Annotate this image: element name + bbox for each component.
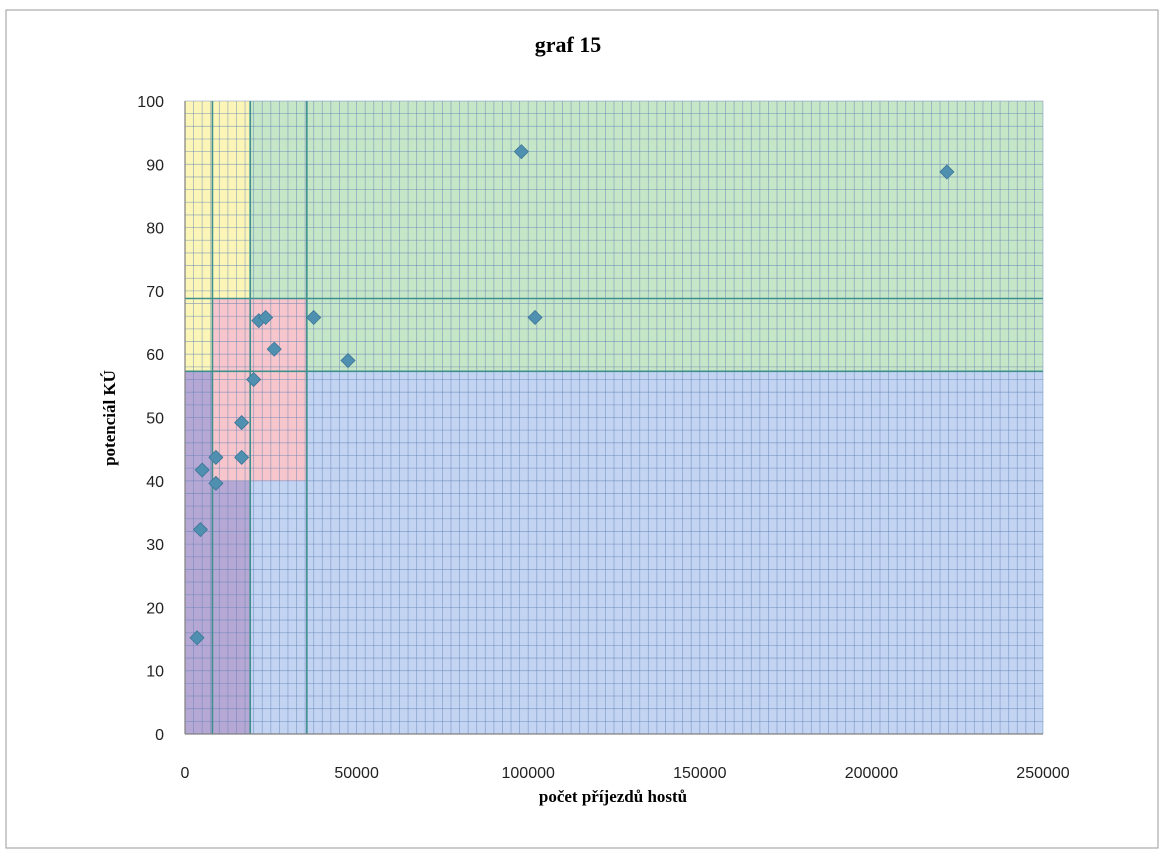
y-tick-label: 50 — [146, 411, 164, 428]
data-point — [189, 630, 205, 646]
data-point — [208, 449, 224, 465]
data-point — [258, 309, 274, 326]
plot-area — [184, 100, 1044, 735]
data-point — [266, 341, 282, 357]
x-tick-label: 200000 — [845, 765, 898, 782]
data-point — [194, 462, 210, 478]
data-point — [306, 309, 322, 326]
data-point — [192, 521, 209, 538]
reference-lines — [185, 101, 1043, 734]
y-tick-label: 60 — [146, 347, 164, 364]
x-tick-label: 50000 — [334, 765, 379, 782]
x-tick-label: 250000 — [1016, 765, 1069, 782]
y-tick-label: 100 — [137, 94, 164, 111]
data-point — [513, 144, 529, 160]
data-points — [189, 144, 955, 646]
y-tick-label: 70 — [146, 284, 164, 301]
y-tick-label: 80 — [146, 221, 164, 238]
x-tick-label: 0 — [181, 765, 190, 782]
data-point — [340, 352, 356, 369]
data-point — [208, 475, 224, 491]
region-green — [250, 101, 1043, 372]
axes — [184, 101, 1043, 735]
data-point — [234, 449, 250, 465]
x-tick-label: 100000 — [502, 765, 555, 782]
data-point — [246, 371, 262, 388]
data-point — [527, 309, 543, 326]
grid-lines — [184, 100, 1044, 735]
data-point — [939, 164, 955, 180]
y-tick-label: 20 — [146, 600, 164, 617]
y-tick-label: 90 — [146, 157, 164, 174]
x-tick-labels: 0 50000 100000 150000 200000 250000 — [181, 765, 1070, 782]
y-tick-label: 0 — [155, 727, 164, 744]
y-tick-label: 40 — [146, 474, 164, 491]
region-blue — [250, 371, 1043, 734]
x-tick-label: 150000 — [673, 765, 726, 782]
y-axis-title: potenciál KÚ — [100, 370, 119, 466]
chart-title: graf 15 — [535, 32, 602, 57]
y-tick-label: 30 — [146, 537, 164, 554]
x-axis-title: počet příjezdů hostů — [539, 787, 687, 806]
y-tick-label: 10 — [146, 664, 164, 681]
data-point — [234, 414, 250, 431]
y-tick-labels: 0 10 20 30 40 50 60 70 80 90 100 — [137, 94, 164, 744]
